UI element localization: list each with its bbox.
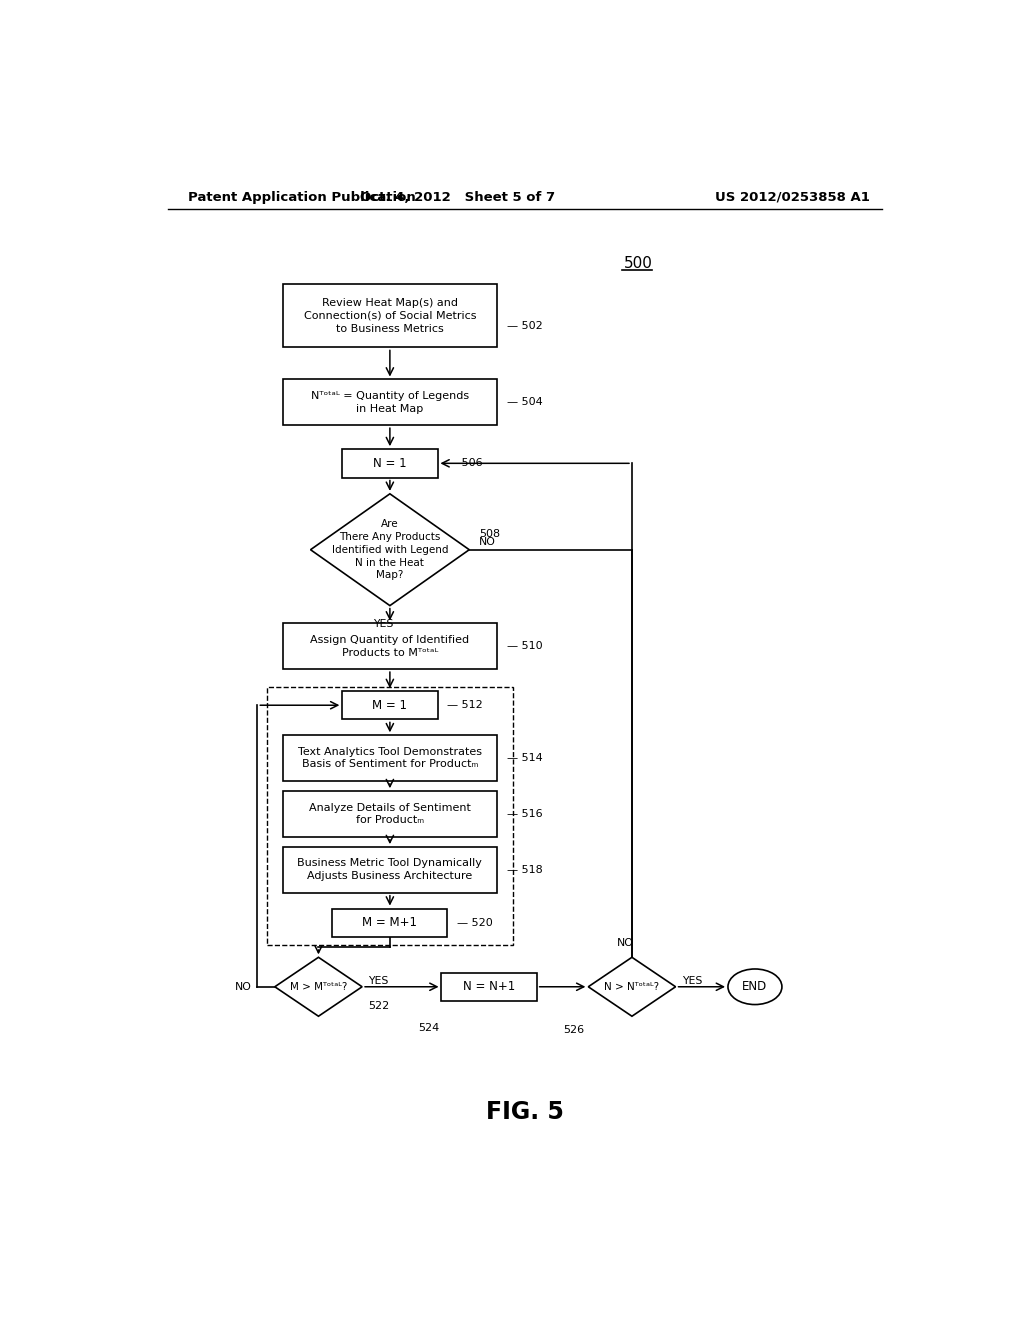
Text: 524: 524 — [419, 1023, 440, 1034]
Text: Nᵀᵒᵗᵃᴸ = Quantity of Legends
in Heat Map: Nᵀᵒᵗᵃᴸ = Quantity of Legends in Heat Map — [311, 391, 469, 413]
Text: END: END — [742, 981, 768, 993]
Text: 522: 522 — [369, 1001, 390, 1011]
Text: NO: NO — [617, 939, 634, 948]
Text: N = N+1: N = N+1 — [463, 981, 515, 993]
Text: YES: YES — [374, 619, 393, 628]
Text: NO: NO — [479, 537, 496, 546]
FancyBboxPatch shape — [342, 690, 437, 719]
Text: 508: 508 — [479, 529, 500, 540]
Polygon shape — [588, 957, 676, 1016]
FancyBboxPatch shape — [342, 449, 437, 478]
Text: Text Analytics Tool Demonstrates
Basis of Sentiment for Productₘ: Text Analytics Tool Demonstrates Basis o… — [298, 747, 482, 770]
Text: 526: 526 — [563, 1026, 585, 1035]
FancyBboxPatch shape — [283, 791, 497, 837]
Text: FIG. 5: FIG. 5 — [485, 1100, 564, 1123]
Text: M > Mᵀᵒᵗᵃᴸ?: M > Mᵀᵒᵗᵃᴸ? — [290, 982, 347, 991]
Text: Analyze Details of Sentiment
for Productₘ: Analyze Details of Sentiment for Product… — [309, 803, 471, 825]
Text: — 504: — 504 — [507, 397, 543, 408]
FancyBboxPatch shape — [283, 735, 497, 781]
Text: Patent Application Publication: Patent Application Publication — [187, 190, 416, 203]
FancyBboxPatch shape — [283, 284, 497, 347]
Text: M = 1: M = 1 — [373, 698, 408, 711]
Polygon shape — [310, 494, 469, 606]
Text: M = M+1: M = M+1 — [362, 916, 418, 929]
Text: YES: YES — [369, 975, 389, 986]
Ellipse shape — [728, 969, 782, 1005]
Text: — 520: — 520 — [457, 917, 493, 928]
FancyBboxPatch shape — [283, 847, 497, 892]
Text: N > Nᵀᵒᵗᵃᴸ?: N > Nᵀᵒᵗᵃᴸ? — [604, 982, 659, 991]
Text: Assign Quantity of Identified
Products to Mᵀᵒᵗᵃᴸ: Assign Quantity of Identified Products t… — [310, 635, 469, 657]
Text: Review Heat Map(s) and
Connection(s) of Social Metrics
to Business Metrics: Review Heat Map(s) and Connection(s) of … — [304, 298, 476, 334]
Text: N = 1: N = 1 — [373, 457, 407, 470]
Text: — 510: — 510 — [507, 642, 542, 651]
FancyBboxPatch shape — [283, 379, 497, 425]
Text: — 518: — 518 — [507, 865, 543, 875]
Text: 500: 500 — [624, 256, 653, 271]
Text: — 502: — 502 — [507, 321, 543, 331]
Text: Business Metric Tool Dynamically
Adjusts Business Architecture: Business Metric Tool Dynamically Adjusts… — [297, 858, 482, 882]
Text: Oct. 4, 2012   Sheet 5 of 7: Oct. 4, 2012 Sheet 5 of 7 — [359, 190, 555, 203]
Text: — 512: — 512 — [447, 700, 482, 710]
Text: US 2012/0253858 A1: US 2012/0253858 A1 — [715, 190, 870, 203]
Polygon shape — [274, 957, 362, 1016]
Text: — 506: — 506 — [447, 458, 482, 469]
Text: — 516: — 516 — [507, 809, 542, 818]
Text: — 514: — 514 — [507, 754, 543, 763]
Text: Are
There Any Products
Identified with Legend
N in the Heat
Map?: Are There Any Products Identified with L… — [332, 519, 449, 581]
FancyBboxPatch shape — [333, 908, 447, 937]
Text: YES: YES — [682, 975, 702, 986]
FancyBboxPatch shape — [283, 623, 497, 669]
Text: NO: NO — [234, 982, 252, 991]
FancyBboxPatch shape — [441, 973, 537, 1001]
